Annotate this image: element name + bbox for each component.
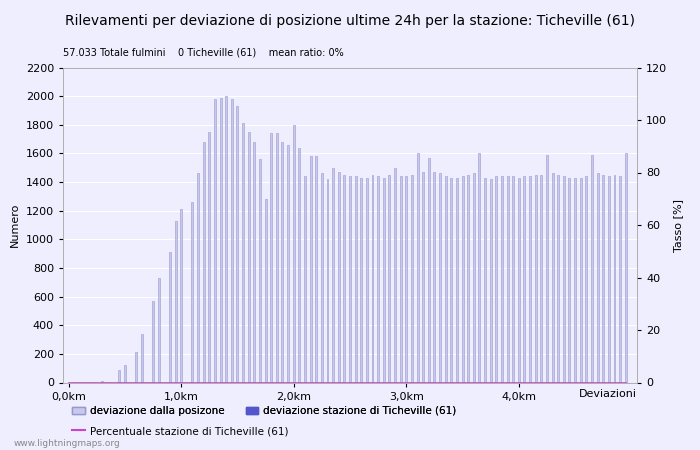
Bar xyxy=(428,158,430,382)
Bar xyxy=(141,334,143,382)
Bar xyxy=(135,352,137,382)
Bar xyxy=(512,176,514,382)
Bar xyxy=(315,156,317,382)
Bar xyxy=(613,175,615,382)
Bar xyxy=(349,176,351,382)
Bar xyxy=(507,176,509,382)
Bar xyxy=(478,153,480,382)
Bar xyxy=(360,178,362,382)
Bar xyxy=(574,178,576,382)
Bar xyxy=(568,178,570,382)
Bar xyxy=(461,176,463,382)
Bar xyxy=(270,133,272,382)
Bar xyxy=(124,365,126,382)
Bar xyxy=(158,278,160,382)
Text: www.lightningmaps.org: www.lightningmaps.org xyxy=(14,439,120,448)
Legend: deviazione dalla posizone, deviazione stazione di Ticheville (61): deviazione dalla posizone, deviazione st… xyxy=(68,402,461,420)
Bar xyxy=(456,178,458,382)
Bar xyxy=(152,301,154,382)
Bar xyxy=(501,176,503,382)
Bar xyxy=(596,173,598,382)
Bar xyxy=(422,172,424,382)
Bar xyxy=(490,179,491,382)
Bar xyxy=(439,173,441,382)
Bar xyxy=(372,175,374,382)
Bar xyxy=(174,220,176,382)
Bar xyxy=(563,176,565,382)
Bar xyxy=(496,176,497,382)
Bar xyxy=(467,175,469,382)
Bar xyxy=(203,142,204,382)
Bar xyxy=(535,175,537,382)
Bar xyxy=(276,133,278,382)
Bar xyxy=(484,178,486,382)
Bar xyxy=(332,168,334,382)
Bar xyxy=(304,176,306,382)
Bar xyxy=(602,175,604,382)
Bar xyxy=(259,159,261,382)
Bar xyxy=(405,176,407,382)
Bar xyxy=(608,176,610,382)
Bar xyxy=(220,98,222,382)
Bar xyxy=(619,176,621,382)
Bar xyxy=(253,142,256,382)
Legend: Percentuale stazione di Ticheville (61): Percentuale stazione di Ticheville (61) xyxy=(68,422,293,440)
Bar xyxy=(529,176,531,382)
Bar xyxy=(580,178,582,382)
Bar xyxy=(394,168,396,382)
Bar xyxy=(400,176,402,382)
Bar xyxy=(552,173,554,382)
Bar xyxy=(411,175,413,382)
Bar xyxy=(444,176,447,382)
Bar xyxy=(293,125,295,382)
Bar xyxy=(355,176,356,382)
Bar xyxy=(366,178,368,382)
Bar xyxy=(473,173,475,382)
Bar xyxy=(118,369,120,382)
Bar xyxy=(242,123,244,382)
Bar xyxy=(214,99,216,382)
Y-axis label: Numero: Numero xyxy=(10,203,20,247)
Bar xyxy=(377,176,379,382)
Bar xyxy=(326,179,328,382)
Bar xyxy=(344,175,345,382)
Bar xyxy=(338,172,339,382)
Bar xyxy=(231,99,233,382)
Bar xyxy=(321,173,323,382)
Bar xyxy=(180,209,182,382)
Bar xyxy=(383,178,385,382)
Text: 57.033 Totale fulmini    0 Ticheville (61)    mean ratio: 0%: 57.033 Totale fulmini 0 Ticheville (61) … xyxy=(63,47,344,57)
Bar xyxy=(518,178,520,382)
Bar xyxy=(197,173,199,382)
Bar xyxy=(540,175,542,382)
Bar xyxy=(281,142,284,382)
Bar xyxy=(287,145,289,382)
Bar xyxy=(191,202,193,382)
Bar xyxy=(591,155,593,382)
Y-axis label: Tasso [%]: Tasso [%] xyxy=(673,198,682,252)
Bar xyxy=(237,106,239,382)
Bar xyxy=(433,172,435,382)
Bar xyxy=(225,96,228,382)
Text: Deviazioni: Deviazioni xyxy=(579,389,637,399)
Bar xyxy=(209,132,210,382)
Bar xyxy=(416,153,419,382)
Bar xyxy=(625,153,626,382)
Bar xyxy=(102,381,104,382)
Bar xyxy=(298,148,300,382)
Bar xyxy=(169,252,171,382)
Bar xyxy=(248,132,250,382)
Bar xyxy=(557,175,559,382)
Bar xyxy=(265,199,267,382)
Bar xyxy=(585,176,587,382)
Bar xyxy=(546,155,548,382)
Bar xyxy=(309,156,312,382)
Bar xyxy=(450,178,452,382)
Bar xyxy=(524,176,526,382)
Text: Rilevamenti per deviazione di posizione ultime 24h per la stazione: Ticheville (: Rilevamenti per deviazione di posizione … xyxy=(65,14,635,27)
Bar xyxy=(389,175,391,382)
